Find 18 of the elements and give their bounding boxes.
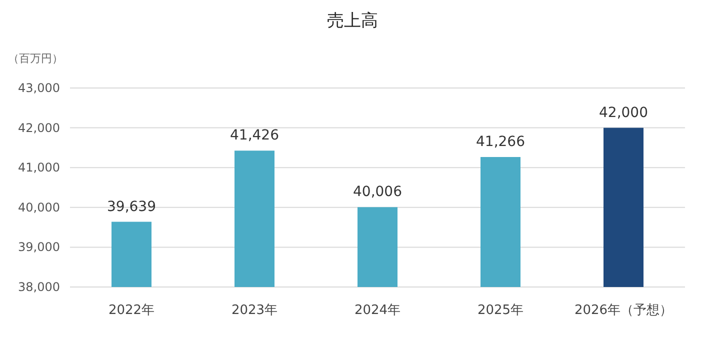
x-tick-label: 2025年	[477, 303, 524, 318]
chart-title: 売上高	[327, 11, 378, 31]
x-tick-label: 2024年	[354, 303, 401, 318]
y-axis-title: （百万円）	[8, 52, 63, 65]
x-tick-label: 2022年	[108, 303, 155, 318]
y-tick-label: 38,000	[18, 280, 60, 294]
data-label: 40,006	[353, 184, 402, 200]
data-label: 41,426	[230, 128, 280, 144]
y-tick-label: 43,000	[18, 81, 60, 95]
y-tick-label: 40,000	[18, 200, 60, 214]
x-tick-label: 2026年（予想）	[574, 303, 673, 318]
y-tick-label: 42,000	[18, 120, 60, 135]
data-label: 41,266	[476, 134, 526, 150]
data-label: 39,639	[107, 198, 156, 215]
data-label: 42,000	[599, 104, 648, 121]
y-tick-label: 41,000	[18, 160, 60, 175]
x-tick-label: 2023年	[231, 303, 278, 318]
y-tick-label: 39,000	[18, 240, 60, 254]
